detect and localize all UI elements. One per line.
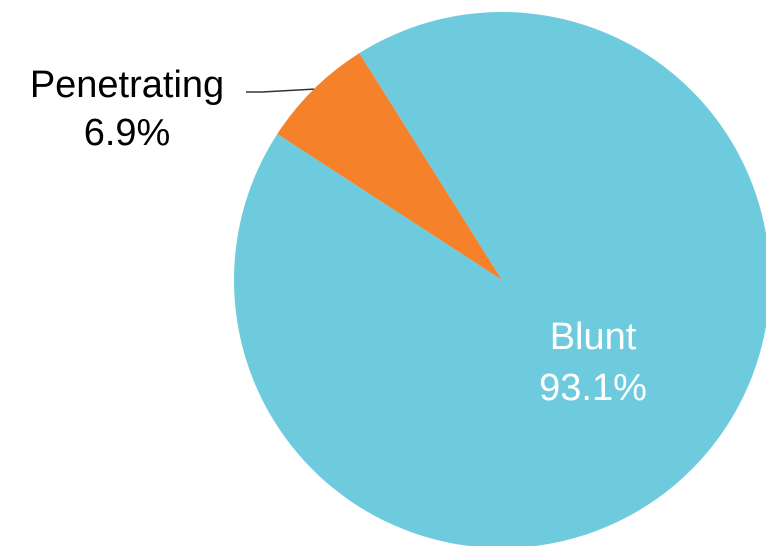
pie-slice-blunt bbox=[234, 11, 766, 546]
blunt-label: Blunt bbox=[550, 316, 637, 358]
penetrating-value-label: 6.9% bbox=[84, 112, 171, 154]
penetrating-label: Penetrating bbox=[30, 64, 224, 106]
pie-slice-penetrating bbox=[277, 53, 502, 281]
blunt-value-label: 93.1% bbox=[539, 367, 647, 409]
pie-slices bbox=[234, 11, 766, 546]
pie-labels: Penetrating 6.9% Blunt 93.1% bbox=[30, 64, 647, 409]
penetrating-leader-line bbox=[246, 88, 314, 93]
